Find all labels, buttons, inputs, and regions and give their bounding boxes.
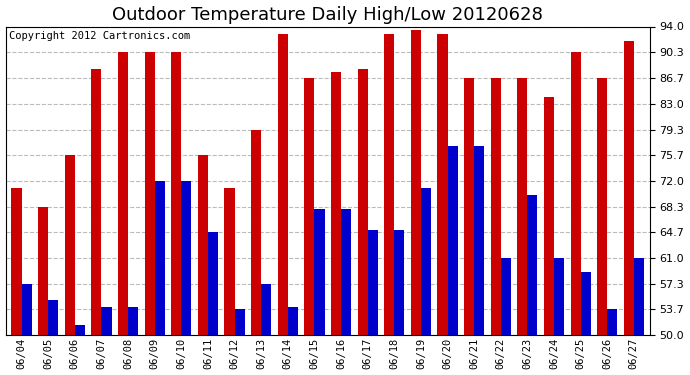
Bar [464,78,474,335]
Bar [501,258,511,335]
Bar [235,309,245,335]
Bar [101,308,112,335]
Bar [224,188,235,335]
Bar [331,72,341,335]
Bar [181,181,191,335]
Bar [48,300,58,335]
Bar [261,284,271,335]
Bar [571,53,580,335]
Bar [155,181,165,335]
Bar [394,230,404,335]
Bar [288,308,298,335]
Bar [38,207,48,335]
Bar [448,146,457,335]
Bar [304,78,315,335]
Bar [437,33,448,335]
Bar [634,258,644,335]
Bar [128,308,138,335]
Bar [12,188,21,335]
Bar [527,195,538,335]
Bar [544,97,554,335]
Title: Outdoor Temperature Daily High/Low 20120628: Outdoor Temperature Daily High/Low 20120… [112,6,543,24]
Bar [580,272,591,335]
Bar [21,284,32,335]
Bar [171,53,181,335]
Bar [251,130,261,335]
Bar [368,230,377,335]
Bar [554,258,564,335]
Bar [65,155,75,335]
Bar [341,209,351,335]
Bar [607,309,618,335]
Bar [624,40,634,335]
Bar [421,188,431,335]
Bar [208,232,218,335]
Bar [75,325,85,335]
Bar [144,53,155,335]
Bar [357,69,368,335]
Bar [384,33,394,335]
Bar [518,78,527,335]
Bar [474,146,484,335]
Bar [315,209,324,335]
Bar [491,78,501,335]
Text: Copyright 2012 Cartronics.com: Copyright 2012 Cartronics.com [9,31,190,41]
Bar [91,69,101,335]
Bar [277,33,288,335]
Bar [597,78,607,335]
Bar [118,53,128,335]
Bar [411,30,421,335]
Bar [198,155,208,335]
